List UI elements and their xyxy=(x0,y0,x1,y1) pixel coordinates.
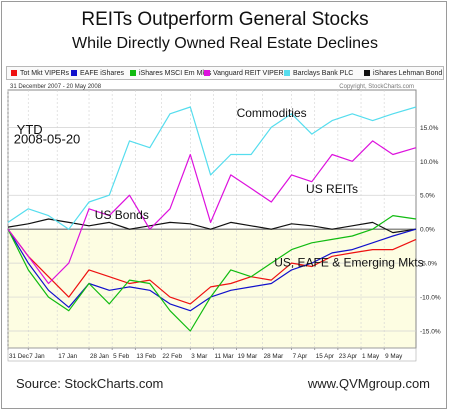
x-axis-band xyxy=(7,347,417,362)
legend: Tot Mkt VIPERs EAFE iShares iShares MSCI E… xyxy=(6,66,444,80)
annotation-label: Commodities xyxy=(237,106,307,120)
legend-item: Barclays Bank PLC xyxy=(284,68,353,79)
y-tick-label: -15.0% xyxy=(420,329,441,336)
y-tick-label: 10.0% xyxy=(420,159,439,166)
legend-label: iShares Lehman Bond xyxy=(373,70,443,77)
x-tick-label: 15 Apr xyxy=(316,353,334,360)
annotation-label: US Bonds xyxy=(95,208,149,222)
legend-label: Tot Mkt VIPERs xyxy=(20,70,70,77)
y-tick-label: 15.0% xyxy=(420,125,439,132)
legend-label: Barclays Bank PLC xyxy=(293,70,354,77)
x-tick-label: 11 Mar xyxy=(214,353,233,360)
series-line-reit xyxy=(7,140,417,285)
annotation-label: YTD xyxy=(17,122,43,137)
legend-item: iShares Lehman Bond xyxy=(364,68,442,79)
legend-swatch xyxy=(204,70,210,76)
x-tick-label: 23 Apr xyxy=(339,353,357,360)
legend-swatch xyxy=(71,70,77,76)
x-tick-label: 7 Jan xyxy=(29,353,45,360)
x-tick-label: 3 Mar xyxy=(191,353,207,360)
y-tick-label: -10.0% xyxy=(420,295,441,302)
legend-swatch xyxy=(11,70,17,76)
x-tick-label: 19 Mar xyxy=(238,353,258,360)
x-tick-label: 5 Feb xyxy=(113,353,130,360)
series-line-bonds xyxy=(7,218,417,234)
legend-item: Tot Mkt VIPERs xyxy=(11,68,69,79)
chart-subtitle: While Directly Owned Real Estate Decline… xyxy=(72,35,378,52)
legend-item: iShares MSCI Em Mkts xyxy=(130,68,211,79)
legend-swatch xyxy=(284,70,290,76)
legend-label: iShares MSCI Em Mkts xyxy=(139,70,212,77)
legend-swatch xyxy=(130,70,136,76)
negative-band xyxy=(8,229,416,348)
y-tick-label: 0.0% xyxy=(420,227,435,234)
date-range-label: 31 December 2007 - 20 May 2008 xyxy=(10,84,102,90)
series-line-em xyxy=(7,215,417,332)
legend-swatch xyxy=(364,70,370,76)
series-line-tot-mkt xyxy=(7,228,417,305)
annotation-label: US, EAFE & Emerging Mkts xyxy=(274,256,423,270)
x-tick-label: 7 Apr xyxy=(293,353,308,360)
annotation-label: 2008-05-20 xyxy=(14,132,81,147)
annotation-label: US REITs xyxy=(306,182,358,196)
x-tick-label: 13 Feb xyxy=(136,353,156,360)
website-footer: www.QVMgroup.com xyxy=(307,376,430,391)
legend-label: Vanguard REIT VIPER xyxy=(213,70,284,77)
legend-item: Vanguard REIT VIPER xyxy=(204,68,284,79)
x-tick-label: 9 May xyxy=(385,353,403,360)
x-tick-label: 22 Feb xyxy=(162,353,182,360)
y-tick-label: 5.0% xyxy=(420,193,435,200)
x-tick-label: 28 Mar xyxy=(264,353,284,360)
x-tick-label: 17 Jan xyxy=(58,353,77,360)
copyright-label: Copyright, StockCharts.com xyxy=(339,84,414,90)
y-tick-label: -5.0% xyxy=(420,261,437,268)
source-footer: Source: StockCharts.com xyxy=(16,376,164,391)
series-line-commodities xyxy=(7,106,417,230)
legend-label: EAFE iShares xyxy=(80,70,124,77)
legend-item: EAFE iShares xyxy=(71,68,124,79)
x-tick-label: 28 Jan xyxy=(90,353,109,360)
chart-title: REITs Outperform General Stocks xyxy=(81,9,369,30)
x-tick-label: 1 May xyxy=(362,353,380,360)
x-tick-label: 31 Dec xyxy=(9,353,29,360)
